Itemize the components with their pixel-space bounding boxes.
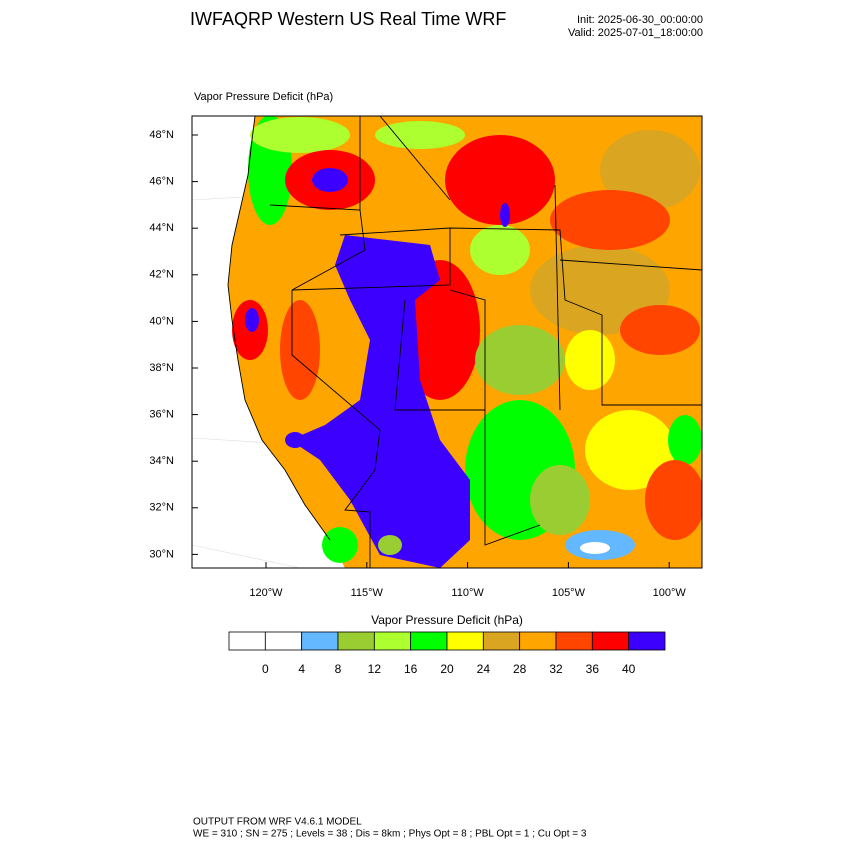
colorbar-box bbox=[591, 631, 630, 651]
footer-line: OUTPUT FROM WRF V4.6.1 MODEL bbox=[193, 817, 362, 828]
colorbar-box bbox=[264, 631, 303, 651]
lat-label: 44°N bbox=[149, 222, 174, 234]
lat-label: 48°N bbox=[149, 129, 174, 141]
colorbar-box bbox=[301, 631, 339, 651]
valid-time: Valid: 2025-07-01_18:00:00 bbox=[568, 27, 703, 39]
colorbar-label: 40 bbox=[622, 662, 636, 676]
lat-label: 42°N bbox=[149, 269, 174, 281]
map-axes: 48°N 46°N 44°N 42°N 40°N 38°N 36°N 34°N 32°N 30°N… bbox=[149, 129, 686, 599]
colorbar-box bbox=[228, 631, 266, 651]
lat-label: 38°N bbox=[149, 362, 174, 374]
colorbar-label: 32 bbox=[549, 662, 563, 676]
colorbar-label: 0 bbox=[262, 662, 269, 676]
colorbar-label: 16 bbox=[404, 662, 418, 676]
colorbar: 0 4 8 12 16 20 24 28 32 36 40 bbox=[228, 631, 666, 676]
map-field bbox=[192, 116, 702, 568]
colorbar-box bbox=[628, 631, 666, 651]
colorbar-label: 36 bbox=[586, 662, 600, 676]
colorbar-title: Vapor Pressure Deficit (hPa) bbox=[371, 613, 523, 627]
colorbar-box bbox=[482, 631, 521, 651]
colorbar-label: 24 bbox=[477, 662, 491, 676]
colorbar-label: 4 bbox=[298, 662, 305, 676]
lat-label: 40°N bbox=[149, 315, 174, 327]
colorbar-label: 8 bbox=[335, 662, 342, 676]
title: IWFAQRP Western US Real Time WRF bbox=[190, 9, 506, 29]
lon-label: 120°W bbox=[249, 587, 283, 599]
lon-label: 100°W bbox=[653, 587, 687, 599]
lat-label: 34°N bbox=[149, 455, 174, 467]
lat-label: 32°N bbox=[149, 502, 174, 514]
colorbar-box bbox=[337, 631, 375, 651]
map-frame bbox=[191, 115, 703, 569]
lon-label: 110°W bbox=[451, 587, 484, 599]
lat-label: 36°N bbox=[149, 409, 174, 421]
colorbar-box bbox=[555, 631, 593, 651]
field-label: Vapor Pressure Deficit (hPa) bbox=[194, 91, 333, 103]
colorbar-box bbox=[446, 631, 484, 651]
colorbar-label: 12 bbox=[368, 662, 382, 676]
colorbar-label: 20 bbox=[440, 662, 454, 676]
colorbar-label: 28 bbox=[513, 662, 527, 676]
lon-label: 105°W bbox=[552, 587, 586, 599]
lat-label: 30°N bbox=[149, 548, 174, 560]
colorbar-box bbox=[373, 631, 412, 651]
init-time: Init: 2025-06-30_00:00:00 bbox=[577, 14, 703, 26]
colorbar-box bbox=[410, 631, 448, 651]
footer-line: WE = 310 ; SN = 275 ; Levels = 38 ; Dis … bbox=[193, 829, 587, 840]
colorbar-box bbox=[519, 631, 557, 651]
lon-label: 115°W bbox=[351, 587, 384, 599]
lat-label: 46°N bbox=[149, 176, 174, 188]
